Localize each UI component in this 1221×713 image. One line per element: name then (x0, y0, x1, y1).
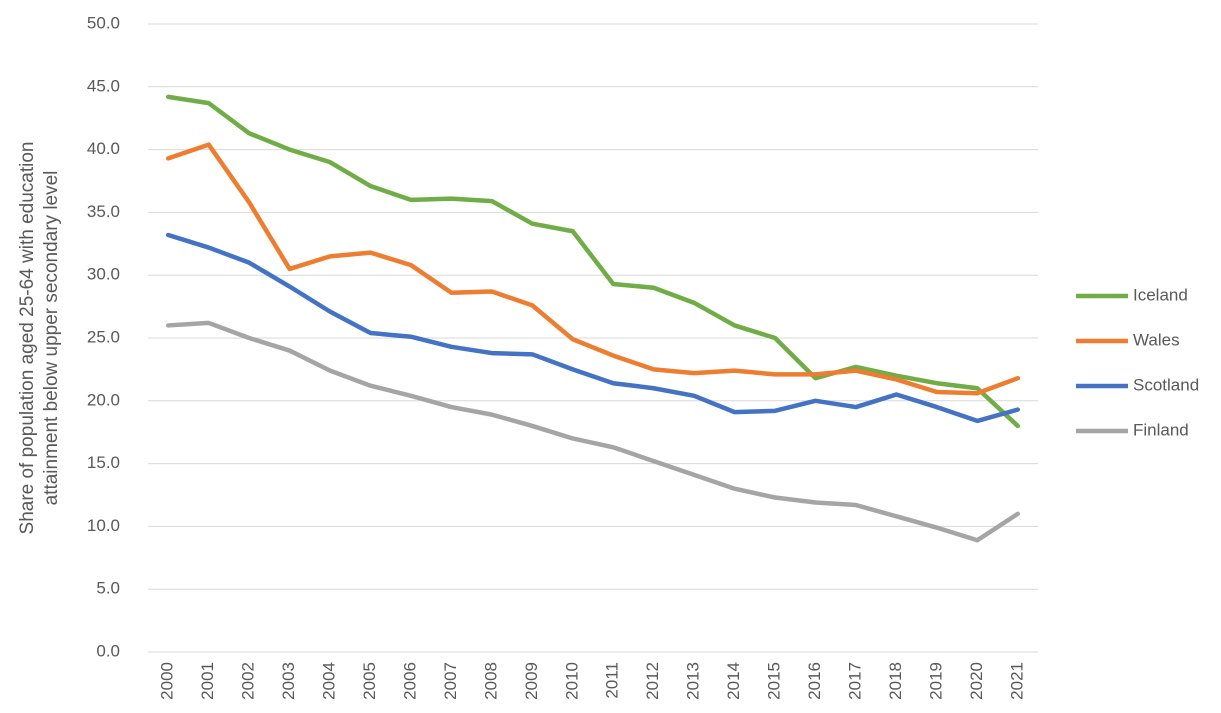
x-tick-label: 2019 (926, 662, 945, 700)
y-tick-label: 0.0 (96, 641, 120, 660)
x-tick-label: 2002 (239, 662, 258, 700)
y-tick-label: 30.0 (87, 265, 120, 284)
x-tick-label: 2008 (481, 662, 500, 700)
legend-label: Scotland (1133, 375, 1199, 394)
y-tick-label: 25.0 (87, 327, 120, 346)
x-tick-label: 2000 (158, 662, 177, 700)
y-axis-title: Share of population aged 25-64 with educ… (17, 142, 62, 535)
x-tick-label: 2001 (198, 662, 217, 700)
y-tick-label: 10.0 (87, 516, 120, 535)
x-tick-label: 2018 (886, 662, 905, 700)
y-tick-label: 45.0 (87, 76, 120, 95)
x-tick-label: 2011 (603, 662, 622, 699)
legend-label: Iceland (1133, 285, 1188, 304)
x-tick-label: 2014 (724, 662, 743, 700)
series-line (165, 94, 1021, 429)
x-tick-label: 2004 (320, 662, 339, 700)
y-tick-label: 35.0 (87, 202, 120, 221)
legend-label: Wales (1133, 330, 1180, 349)
x-tick-label: 2020 (967, 662, 986, 700)
x-tick-label: 2007 (441, 662, 460, 700)
x-tick-label: 2013 (684, 662, 703, 700)
x-tick-label: 2021 (1007, 662, 1026, 700)
x-tick-label: 2010 (562, 662, 581, 700)
y-tick-label: 5.0 (96, 579, 120, 598)
series-line (165, 320, 1021, 543)
x-tick-label: 2005 (360, 662, 379, 700)
y-tick-label: 15.0 (87, 453, 120, 472)
series-line (165, 142, 1021, 396)
y-axis-title-line: attainment below upper secondary level (41, 171, 62, 506)
y-tick-label: 40.0 (87, 139, 120, 158)
x-tick-label: 2006 (400, 662, 419, 700)
x-tick-label: 2016 (805, 662, 824, 700)
x-tick-label: 2012 (643, 662, 662, 700)
legend-label: Finland (1133, 420, 1189, 439)
series-line (165, 232, 1021, 424)
y-tick-label: 20.0 (87, 390, 120, 409)
x-tick-label: 2009 (522, 662, 541, 700)
y-axis-title-line: Share of population aged 25-64 with educ… (17, 142, 38, 535)
x-tick-label: 2015 (765, 662, 784, 700)
x-tick-label: 2017 (845, 662, 864, 700)
y-tick-label: 50.0 (87, 13, 120, 32)
x-tick-label: 2003 (279, 662, 298, 700)
